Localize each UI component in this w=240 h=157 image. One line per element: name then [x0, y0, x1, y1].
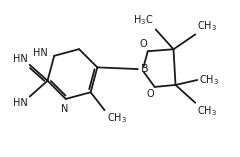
Text: CH$_3$: CH$_3$: [197, 104, 217, 118]
Text: CH$_3$: CH$_3$: [197, 20, 217, 33]
Text: HN: HN: [13, 54, 28, 64]
Text: O: O: [139, 39, 147, 49]
Text: N: N: [61, 104, 68, 114]
Text: HN: HN: [32, 48, 47, 58]
Text: CH$_3$: CH$_3$: [107, 111, 126, 125]
Text: HN: HN: [13, 97, 28, 108]
Text: B: B: [141, 64, 148, 74]
Text: H$_3$C: H$_3$C: [133, 14, 154, 27]
Text: O: O: [146, 89, 154, 99]
Text: CH$_3$: CH$_3$: [199, 73, 219, 87]
